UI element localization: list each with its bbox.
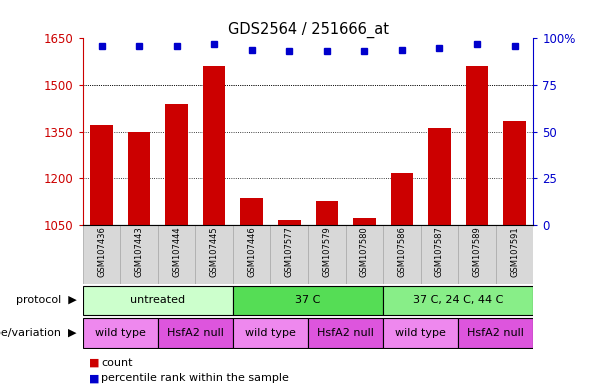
Bar <box>278 220 300 225</box>
Text: HsfA2 null: HsfA2 null <box>317 328 374 338</box>
Bar <box>383 225 421 284</box>
Text: GSM107586: GSM107586 <box>397 227 406 277</box>
Text: protocol  ▶: protocol ▶ <box>16 295 77 306</box>
Bar <box>83 225 120 284</box>
Bar <box>496 225 533 284</box>
Bar <box>353 218 376 225</box>
Bar <box>158 318 233 348</box>
Bar <box>458 318 533 348</box>
Text: ■: ■ <box>89 373 99 383</box>
Bar <box>233 286 383 315</box>
Bar <box>316 201 338 225</box>
Text: percentile rank within the sample: percentile rank within the sample <box>101 373 289 383</box>
Title: GDS2564 / 251666_at: GDS2564 / 251666_at <box>227 22 389 38</box>
Bar <box>83 318 158 348</box>
Text: wild type: wild type <box>395 328 446 338</box>
Text: GSM107436: GSM107436 <box>97 227 106 277</box>
Text: wild type: wild type <box>245 328 296 338</box>
Bar <box>346 225 383 284</box>
Bar <box>240 198 263 225</box>
Bar <box>466 66 488 225</box>
Text: HsfA2 null: HsfA2 null <box>467 328 524 338</box>
Bar <box>83 286 233 315</box>
Bar <box>458 225 496 284</box>
Text: count: count <box>101 358 132 368</box>
Bar <box>383 286 533 315</box>
Text: GSM107446: GSM107446 <box>247 227 256 277</box>
Bar <box>503 121 526 225</box>
Text: GSM107587: GSM107587 <box>435 227 444 277</box>
Bar <box>203 66 226 225</box>
Bar <box>308 225 346 284</box>
Text: GSM107591: GSM107591 <box>510 227 519 277</box>
Text: GSM107577: GSM107577 <box>285 227 294 277</box>
Bar <box>428 128 451 225</box>
Bar <box>270 225 308 284</box>
Bar <box>390 174 413 225</box>
Text: genotype/variation  ▶: genotype/variation ▶ <box>0 328 77 338</box>
Text: wild type: wild type <box>95 328 146 338</box>
Bar <box>128 131 150 225</box>
Text: GSM107445: GSM107445 <box>210 227 219 277</box>
Text: ■: ■ <box>89 358 99 368</box>
Bar <box>233 225 270 284</box>
Bar <box>233 318 308 348</box>
Bar <box>120 225 158 284</box>
Text: 37 C: 37 C <box>295 295 321 306</box>
Bar <box>196 225 233 284</box>
Text: GSM107580: GSM107580 <box>360 227 369 277</box>
Bar <box>421 225 458 284</box>
Text: untreated: untreated <box>131 295 185 306</box>
Bar <box>166 104 188 225</box>
Bar <box>383 318 458 348</box>
Text: GSM107579: GSM107579 <box>322 227 331 277</box>
Text: GSM107443: GSM107443 <box>135 227 143 277</box>
Text: GSM107444: GSM107444 <box>172 227 181 277</box>
Bar <box>90 125 113 225</box>
Text: HsfA2 null: HsfA2 null <box>167 328 224 338</box>
Text: GSM107589: GSM107589 <box>473 227 481 277</box>
Text: 37 C, 24 C, 44 C: 37 C, 24 C, 44 C <box>413 295 503 306</box>
Bar <box>158 225 196 284</box>
Bar <box>308 318 383 348</box>
